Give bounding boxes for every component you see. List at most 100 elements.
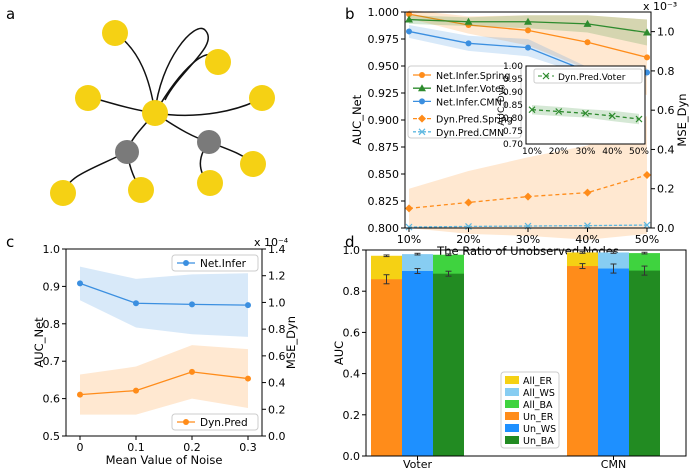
node-yellow [205,49,231,75]
inset-y-tick-label: 0.80 [503,114,523,124]
x-tick-label: 0 [77,441,84,454]
panel-label-d: d [345,233,355,251]
x-tick-label: 0.2 [183,441,201,454]
data-point [555,108,563,115]
data-point [189,301,195,308]
y2-tick-label: 0.2 [657,183,675,196]
data-point [524,17,532,25]
y-tick-label: 0.825 [368,195,400,208]
y2-tick-label: 1.4 [268,243,286,256]
y-tick-label: 0.900 [368,114,400,127]
legend-label: Dyn.Pred.Spring [436,115,513,126]
panel-label-a: a [6,5,15,23]
y-tick-label: 0.5 [43,430,61,443]
data-point [465,40,472,47]
chart-b: 0.800 0.825 0.850 0.875 0.900 0.925 0.950 0.975… [350,0,689,258]
inset-y-tick-label: 0.85 [503,101,523,111]
data-point [528,106,536,114]
node-gray [115,140,139,164]
y2-tick-label: 0.8 [657,65,675,78]
legend-label: Un_ER [523,412,554,423]
y2-tick-label: 0.2 [268,403,286,416]
legend-marker [418,128,426,136]
legend-marker [183,260,189,266]
node-yellow [240,151,266,177]
data-point [583,19,592,27]
x-tick-label: 30% [516,233,540,246]
inset-x-tick-label: 20% [549,147,569,157]
inset-y-tick-label: 0.70 [503,140,523,150]
x-tick-label: 40% [575,233,599,246]
data-point [405,223,413,231]
data-point [644,54,650,61]
legend-marker [418,114,426,123]
y2-tick-label: 0.6 [268,350,286,363]
y2-tick-label: 0.4 [657,143,675,156]
data-point [643,221,651,229]
data-point [643,170,651,179]
data-point [464,198,473,207]
data-point [582,109,589,117]
legend-swatch [505,412,519,420]
y2-tick-label: 0.6 [657,104,675,117]
legend-swatch [505,424,519,432]
confidence-band [409,9,647,96]
x-tick-label: 10% [397,233,421,246]
y-tick-label: 0.975 [368,33,400,46]
legend-marker [419,98,425,105]
legend-label: Net.Infer [200,258,247,270]
x-axis-label: Mean Value of Noise [106,453,223,467]
data-point [406,11,412,18]
inset-x-tick-label: 40% [602,147,622,157]
legend-label: Un_BA [523,436,554,447]
y-tick-label: 0.8 [343,285,361,298]
data-point [245,302,251,309]
y2-tick-label: 0.8 [268,323,286,336]
y2-scale-label: x 10⁻⁴ [254,236,289,249]
data-point [525,27,531,34]
legend-marker [419,72,425,78]
data-point [77,280,83,287]
series-line [531,109,640,120]
confidence-band [80,345,248,415]
y-tick-label: 1.0 [343,244,361,257]
bar [629,270,660,456]
inset-y-axis-label: AUC_Dyn [497,84,507,126]
legend-label: Net.Infer.Spring [436,71,510,82]
y-tick-label: 1.0 [43,243,61,256]
data-point [635,115,643,123]
data-point [524,192,532,201]
y-tick-label: 0.6 [43,393,61,406]
legend-swatch [505,436,519,444]
data-point [245,375,251,382]
x-tick-label: Voter [403,458,432,469]
y-tick-label: 0.6 [343,326,361,339]
y2-tick-label: 1.0 [268,296,286,309]
data-point [464,17,473,25]
series-line [79,371,249,396]
node-yellow [197,170,223,196]
inset-legend-label: Dyn.Pred.Voter [558,73,626,83]
y-tick-label: 1.000 [368,6,400,19]
y-axis-label: AUC_Net [350,94,364,145]
bar [567,266,598,456]
inset-y-tick-label: 1.00 [503,62,523,72]
inset-legend-marker [542,72,550,80]
inset-frame [525,65,646,145]
chart-c: 0.5 0.6 0.7 0.8 0.9 1.0 0.0 0.2 0.4 0.6 0.8 1.0 1.2 1… [32,236,298,467]
y-tick-label: 0.4 [343,368,361,381]
y-tick-label: 0.0 [343,450,361,463]
node-yellow [102,20,128,46]
data-point [405,204,413,213]
bar [402,271,433,456]
chart-d: 0.0 0.2 0.4 0.6 0.8 1.0 Voter CMN AUC All_ERAll_W… [332,244,687,469]
legend-label: All_ER [523,376,553,387]
legend-swatch [505,400,519,408]
legend-label: All_BA [523,400,553,411]
y2-axis-label: MSE_Dyn [675,93,689,146]
edge [154,97,263,116]
data-point [405,15,413,23]
inset-x-tick-label: 30% [575,147,595,157]
y2-axis-label: MSE_Dyn [284,316,298,369]
